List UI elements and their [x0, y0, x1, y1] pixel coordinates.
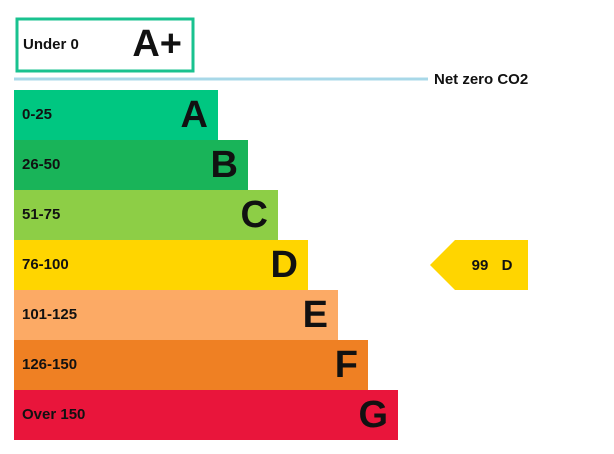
- band-bar: [14, 190, 278, 240]
- band-letter: E: [303, 294, 328, 336]
- band-bar: [14, 390, 398, 440]
- current-score: 99: [472, 257, 489, 274]
- current-letter: D: [502, 257, 513, 274]
- top-rating-box: [15, 17, 195, 73]
- bands: 0-25 A 26-50 B 51-75 C 76-100 D 101-125 E 126-150 F…: [14, 90, 398, 440]
- band-letter: A: [181, 94, 208, 136]
- top-rating-letter: A+: [132, 23, 182, 65]
- band-range: 26-50: [22, 156, 60, 173]
- band-bar: [14, 240, 308, 290]
- band-bar: [14, 90, 218, 140]
- current-arrow: [430, 240, 528, 290]
- band-range: 0-25: [22, 106, 52, 123]
- band-range: 76-100: [22, 256, 69, 273]
- band-range: 51-75: [22, 206, 60, 223]
- band-range: 101-125: [22, 306, 77, 323]
- band-bar: [14, 340, 368, 390]
- band-letter: C: [241, 194, 268, 236]
- band-bar: [14, 290, 338, 340]
- net-zero-label: Net zero CO2: [434, 71, 528, 88]
- band-letter: F: [335, 344, 358, 386]
- top-rating-range: Under 0: [23, 36, 79, 53]
- band-range: 126-150: [22, 356, 77, 373]
- band-letter: D: [271, 244, 298, 286]
- band-letter: G: [358, 394, 388, 436]
- band-range: Over 150: [22, 406, 85, 423]
- band-bar: [14, 140, 248, 190]
- band-letter: B: [211, 144, 238, 186]
